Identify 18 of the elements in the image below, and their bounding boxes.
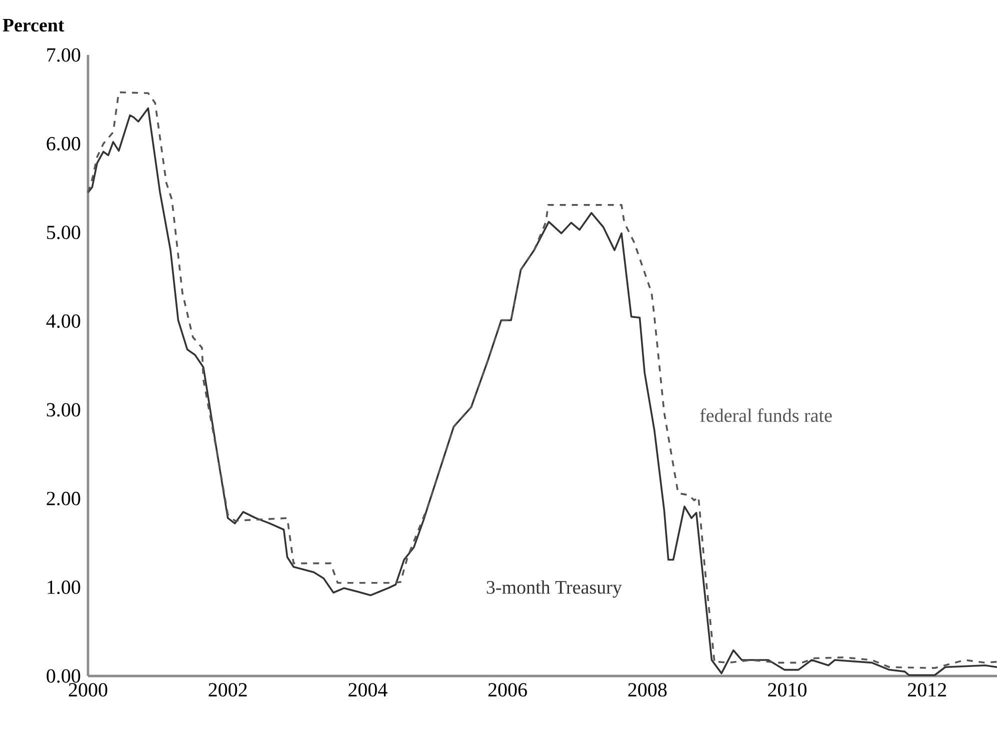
y-tick-label: 4.00 [46, 314, 80, 328]
y-tick-label: 7.00 [47, 48, 80, 62]
y-tick-label: 5.00 [47, 226, 80, 240]
series-label: federal funds rate [700, 408, 832, 422]
y-tick-label: 0.00 [46, 669, 80, 683]
x-tick-label: 2004 [348, 683, 388, 697]
x-tick-label: 2008 [628, 683, 667, 697]
y-tick-label: 3.00 [46, 403, 80, 417]
x-tick-label: 2002 [208, 683, 247, 697]
y-tick-label: 6.00 [46, 136, 80, 151]
text: 3-month Treasury [486, 580, 622, 598]
y-tick-label: 2.00 [46, 492, 80, 506]
x-tick-label: 2012 [908, 683, 946, 697]
y-axis-title: Percent [2, 18, 64, 32]
x-tick-label: 2010 [768, 683, 806, 697]
x-tick-label: 2000 [68, 683, 108, 697]
y-tick-label: 1.00 [48, 580, 80, 594]
x-tick-label: 2006 [488, 683, 527, 697]
